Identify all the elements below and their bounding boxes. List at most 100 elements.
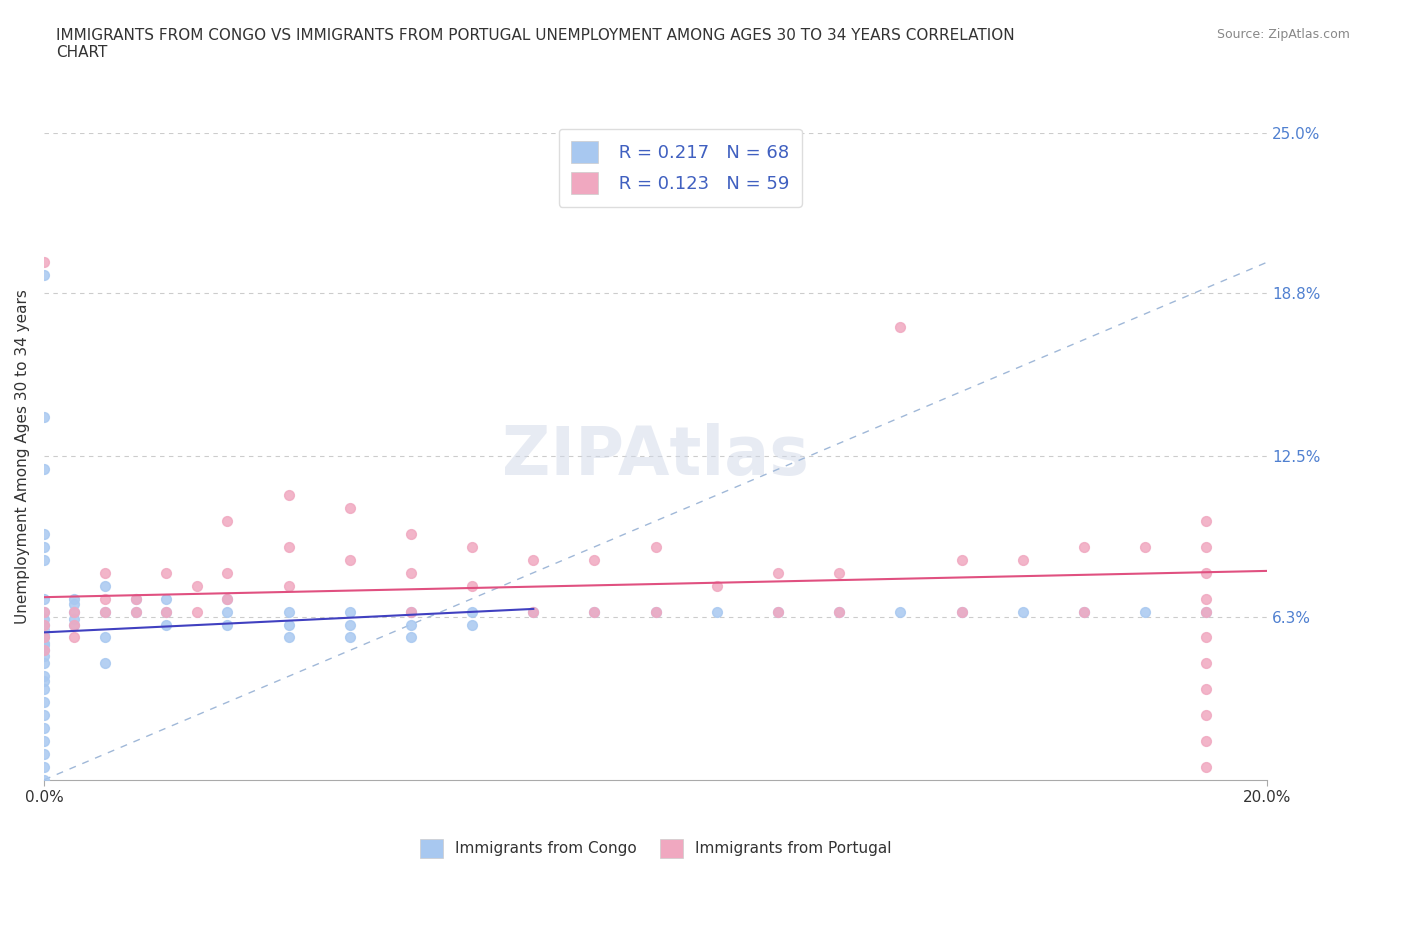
Point: [32, 255, 55, 270]
Point: [399, 630, 422, 644]
Point: [399, 604, 422, 619]
Point: [155, 591, 177, 606]
Point: [32, 760, 55, 775]
Point: [217, 591, 239, 606]
Point: [1073, 604, 1095, 619]
Point: [32, 618, 55, 632]
Point: [94, 578, 117, 593]
Point: [461, 539, 484, 554]
Point: [1073, 604, 1095, 619]
Point: [522, 552, 544, 567]
Point: [124, 604, 146, 619]
Point: [94, 591, 117, 606]
Point: [124, 604, 146, 619]
Point: [399, 618, 422, 632]
Point: [32, 268, 55, 283]
Point: [63, 612, 86, 627]
Point: [32, 656, 55, 671]
Point: [1195, 591, 1218, 606]
Point: [1195, 656, 1218, 671]
Point: [94, 604, 117, 619]
Point: [889, 319, 911, 334]
Point: [63, 604, 86, 619]
Point: [706, 578, 728, 593]
Point: [32, 648, 55, 663]
Point: [124, 591, 146, 606]
Point: [399, 604, 422, 619]
Point: [339, 618, 361, 632]
Point: [32, 628, 55, 643]
Point: [94, 565, 117, 580]
Point: [766, 565, 789, 580]
Point: [1011, 604, 1033, 619]
Point: [522, 604, 544, 619]
Point: [63, 596, 86, 611]
Point: [950, 604, 973, 619]
Point: [155, 604, 177, 619]
Point: [706, 604, 728, 619]
Point: [828, 604, 851, 619]
Point: [32, 747, 55, 762]
Text: IMMIGRANTS FROM CONGO VS IMMIGRANTS FROM PORTUGAL UNEMPLOYMENT AMONG AGES 30 TO : IMMIGRANTS FROM CONGO VS IMMIGRANTS FROM…: [56, 28, 1015, 60]
Point: [277, 539, 299, 554]
Point: [644, 604, 666, 619]
Point: [1195, 565, 1218, 580]
Point: [32, 410, 55, 425]
Point: [63, 630, 86, 644]
Point: [32, 635, 55, 650]
Point: [63, 618, 86, 632]
Point: [461, 604, 484, 619]
Point: [217, 565, 239, 580]
Point: [277, 578, 299, 593]
Point: [32, 630, 55, 644]
Point: [32, 539, 55, 554]
Point: [1195, 760, 1218, 775]
Point: [32, 643, 55, 658]
Point: [1011, 552, 1033, 567]
Y-axis label: Unemployment Among Ages 30 to 34 years: Unemployment Among Ages 30 to 34 years: [15, 289, 30, 624]
Point: [339, 500, 361, 515]
Point: [32, 682, 55, 697]
Point: [155, 618, 177, 632]
Point: [1073, 539, 1095, 554]
Point: [1195, 734, 1218, 749]
Point: [217, 513, 239, 528]
Point: [32, 695, 55, 710]
Point: [339, 552, 361, 567]
Point: [32, 618, 55, 632]
Point: [766, 604, 789, 619]
Point: [522, 604, 544, 619]
Legend: Immigrants from Congo, Immigrants from Portugal: Immigrants from Congo, Immigrants from P…: [413, 833, 897, 864]
Point: [32, 622, 55, 637]
Point: [32, 674, 55, 689]
Point: [94, 604, 117, 619]
Point: [32, 461, 55, 476]
Point: [155, 565, 177, 580]
Point: [277, 630, 299, 644]
Point: [63, 618, 86, 632]
Point: [1195, 513, 1218, 528]
Point: [32, 721, 55, 736]
Point: [461, 578, 484, 593]
Point: [766, 604, 789, 619]
Point: [339, 604, 361, 619]
Point: [94, 656, 117, 671]
Point: [32, 630, 55, 644]
Point: [583, 552, 606, 567]
Point: [277, 487, 299, 502]
Point: [1195, 604, 1218, 619]
Point: [1195, 708, 1218, 723]
Point: [32, 773, 55, 788]
Point: [217, 618, 239, 632]
Point: [1195, 539, 1218, 554]
Point: [186, 604, 208, 619]
Point: [1195, 604, 1218, 619]
Point: [94, 630, 117, 644]
Point: [828, 604, 851, 619]
Point: [32, 669, 55, 684]
Point: [124, 591, 146, 606]
Point: [63, 591, 86, 606]
Point: [399, 526, 422, 541]
Point: [32, 604, 55, 619]
Point: [1133, 604, 1156, 619]
